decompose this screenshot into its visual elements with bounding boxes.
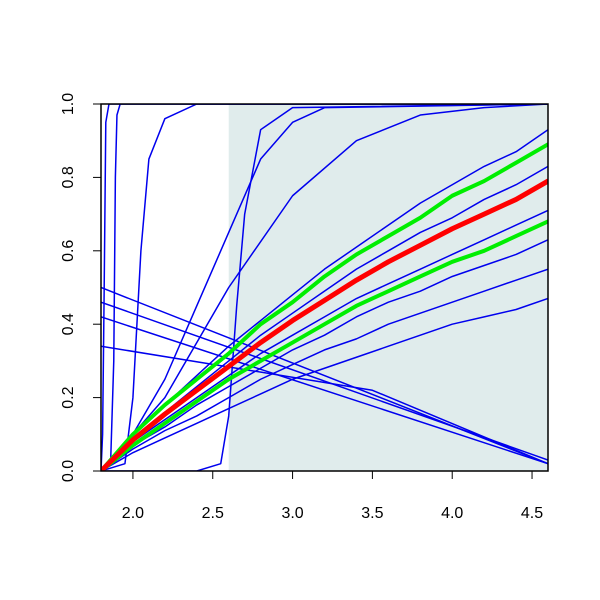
curve: [101, 142, 548, 471]
y-tick-label: 0.8: [60, 166, 77, 188]
curve: [101, 104, 548, 471]
x-tick-label: 4.0: [441, 505, 463, 522]
y-tick-label: 0.0: [60, 460, 77, 482]
curve: [101, 239, 548, 471]
curve: [101, 297, 548, 471]
y-tick-label: 1.0: [60, 93, 77, 115]
curve: [101, 316, 548, 465]
x-tick-label: 3.5: [361, 505, 383, 522]
curve: [101, 209, 548, 471]
curve: [101, 178, 548, 471]
y-tick-label: 0.2: [60, 386, 77, 408]
plot-area: [101, 104, 548, 471]
curve: [101, 104, 548, 471]
curve: [101, 219, 548, 471]
curve: [101, 301, 548, 461]
curve: [101, 345, 548, 465]
x-tick-label: 3.0: [281, 505, 303, 522]
curve: [101, 104, 548, 471]
x-tick-label: 2.0: [122, 505, 144, 522]
curve: [101, 104, 548, 471]
curve: [101, 268, 548, 471]
y-tick-label: 0.4: [60, 313, 77, 335]
y-tick-label: 0.6: [60, 240, 77, 262]
x-tick-label: 4.5: [521, 505, 543, 522]
x-tick-label: 2.5: [202, 505, 224, 522]
plot-frame: [100, 103, 549, 472]
